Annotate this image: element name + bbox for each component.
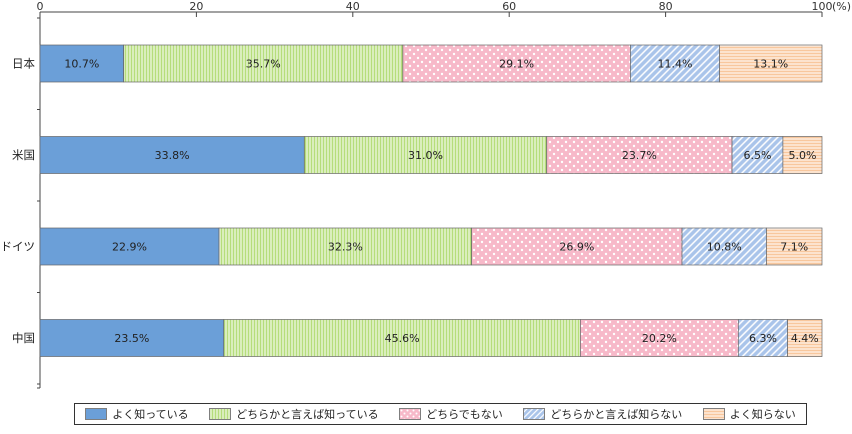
legend-swatch xyxy=(399,408,422,420)
category-label: ドイツ xyxy=(1,240,36,254)
bar-segment xyxy=(471,227,683,266)
legend-swatch xyxy=(523,408,546,420)
bar-segment xyxy=(303,136,548,174)
legend-label: よく知らない xyxy=(729,408,796,421)
data-label: 31.0% xyxy=(408,149,443,162)
category-label: 米国 xyxy=(12,148,35,162)
data-label: 45.6% xyxy=(385,332,420,345)
x-tick-label: 100 xyxy=(812,0,833,13)
bar-segment xyxy=(39,44,125,83)
legend-label: どちらかと言えば知っている xyxy=(236,408,379,421)
data-label: 29.1% xyxy=(499,58,534,71)
legend-label: どちらかと言えば知らない xyxy=(550,408,683,421)
data-label: 32.3% xyxy=(328,241,363,254)
data-label: 10.8% xyxy=(707,241,742,254)
bar-segment xyxy=(546,136,733,174)
bar-segment xyxy=(39,227,220,266)
bars-layer: 10.7% 35.7% 29.1% 11.4% 13.1% 33.8% 31.0% 23.7%… xyxy=(39,44,823,357)
bar-segment xyxy=(787,319,823,357)
x-tick-label: 40 xyxy=(346,0,360,13)
bar-segment xyxy=(630,44,720,83)
legend-item: よく知っている xyxy=(85,406,189,422)
data-label: 7.1% xyxy=(780,241,808,254)
data-label: 23.5% xyxy=(114,332,149,345)
x-tick-label: 60 xyxy=(502,0,516,13)
data-label: 35.7% xyxy=(246,58,281,71)
category-label: 中国 xyxy=(12,331,35,345)
data-label: 10.7% xyxy=(64,58,99,71)
legend-swatch xyxy=(702,408,725,420)
data-label: 4.4% xyxy=(791,332,819,345)
bar-segment xyxy=(402,44,631,83)
data-label: 6.5% xyxy=(744,149,772,162)
data-label: 6.3% xyxy=(749,332,777,345)
bar-segment xyxy=(719,44,823,83)
bar-segment xyxy=(737,319,788,357)
legend-item: どちらかと言えば知らない xyxy=(523,406,682,422)
legend-label: よく知っている xyxy=(112,408,189,421)
category-label: 日本 xyxy=(12,57,35,71)
bar-segment xyxy=(218,227,473,266)
bar-segment xyxy=(223,319,581,357)
x-tick-label: 80 xyxy=(659,0,673,13)
x-tick-label: 20 xyxy=(189,0,203,13)
x-tick-label: 0 xyxy=(37,0,44,13)
data-label: 11.4% xyxy=(658,58,693,71)
bar-segment xyxy=(681,227,767,266)
legend: よく知っている どちらかと言えば知っている どちらでもない どちらかと言えば知らない よ… xyxy=(74,403,807,425)
data-label: 22.9% xyxy=(112,241,147,254)
legend-label: どちらでもない xyxy=(426,408,503,421)
unit-label: (%) xyxy=(832,0,851,13)
bar-segment xyxy=(731,136,784,174)
bar-segment xyxy=(782,136,823,174)
bar-segment xyxy=(766,227,823,266)
legend-item: よく知らない xyxy=(702,406,796,422)
data-label: 23.7% xyxy=(622,149,657,162)
legend-swatch xyxy=(209,408,232,420)
data-label: 20.2% xyxy=(642,332,677,345)
bar-segment xyxy=(580,319,739,357)
data-label: 33.8% xyxy=(155,149,190,162)
legend-item: どちらかと言えば知っている xyxy=(209,406,379,422)
data-label: 5.0% xyxy=(788,149,816,162)
bar-segment xyxy=(39,319,225,357)
legend-item: どちらでもない xyxy=(399,406,503,422)
data-label: 26.9% xyxy=(559,241,594,254)
data-label: 13.1% xyxy=(753,58,788,71)
legend-swatch xyxy=(85,408,108,420)
